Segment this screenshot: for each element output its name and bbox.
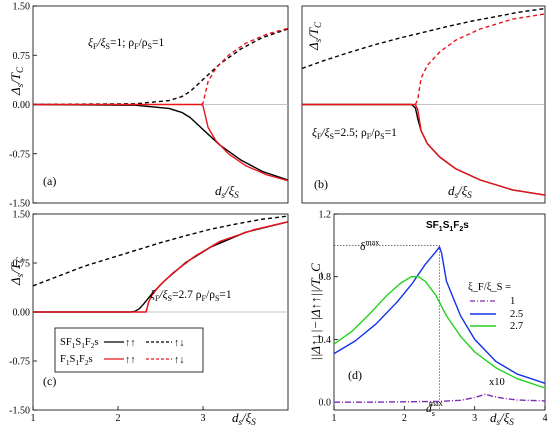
panel-d-ytick-label: 1.2 bbox=[319, 210, 332, 221]
panel-a-plot: 1.50 0.75 0.00 -0.75 -1.50 bbox=[9, 2, 289, 210]
panel-c-xtick-label: 2 bbox=[116, 413, 121, 424]
panel-d-xlabel: ds/ξS bbox=[490, 410, 514, 427]
panel-a-ytick-label: -1.50 bbox=[9, 199, 30, 210]
panel-c-xtick-label: 3 bbox=[201, 413, 206, 424]
panel-c-legend: SF1S1F2s ↑↑ ↑↓ F1S1F2s ↑↑ ↑↓ bbox=[54, 327, 204, 373]
panel-a-series-3 bbox=[200, 27, 289, 106]
panel-c-label: (c) bbox=[43, 374, 56, 388]
panel-b-annotation: ξF/ξS=2.5; ρF/ρS=1 bbox=[312, 126, 397, 141]
panel-d-ytick-label: 0.8 bbox=[319, 272, 332, 283]
panel-c-ylabel: Δs/TC bbox=[8, 256, 25, 286]
legend-red-solid-arrows: ↑↑ bbox=[125, 355, 136, 366]
legend-red-dashed-arrows: ↑↓ bbox=[174, 355, 185, 366]
panel-b-label: (b) bbox=[314, 177, 328, 191]
panel-a-series-0 bbox=[32, 103, 289, 181]
panel-d-xtick-label: 4 bbox=[543, 413, 548, 424]
panel-d-xtick-label: 3 bbox=[472, 413, 477, 424]
panel-c-ytick-label: -0.75 bbox=[9, 357, 30, 368]
svg-text:Δs/TC: Δs/TC bbox=[8, 256, 25, 286]
legend-black-dashed-arrows: ↑↓ bbox=[174, 338, 185, 349]
panel-b-xlabel: ds/ξS bbox=[448, 183, 472, 200]
panel-d-delta-max-label: δmax bbox=[360, 238, 379, 253]
panel-a-ytick-label: 1.50 bbox=[13, 2, 31, 13]
panel-d-xtick-label: 2 bbox=[402, 413, 407, 424]
panel-a-ytick-label: 0.00 bbox=[13, 100, 31, 111]
svg-text:||Δ↑↓|−|Δ↑↑||/T_C: ||Δ↑↓|−|Δ↑↑||/T_C bbox=[308, 263, 323, 361]
panel-a-ytick-label: -0.75 bbox=[9, 149, 30, 160]
panel-c-ytick-label: 0.75 bbox=[13, 259, 31, 270]
panel-a-series-2 bbox=[33, 103, 289, 182]
panel-c-series-2 bbox=[33, 221, 289, 313]
panel-a-series-1 bbox=[32, 28, 289, 106]
panel-a-ylabel: Δs/TC bbox=[8, 66, 25, 96]
legend-black-solid-arrows: ↑↑ bbox=[125, 338, 136, 349]
panel-a-xlabel: ds/ξS bbox=[215, 183, 239, 200]
legend-label-1: 1 bbox=[510, 296, 515, 307]
legend-label-2-5: 2.5 bbox=[510, 309, 523, 320]
panel-a-ytick-label: 0.75 bbox=[13, 51, 31, 62]
panel-b-series-2 bbox=[302, 103, 546, 196]
panel-c-ytick-label: 0.00 bbox=[13, 308, 31, 319]
panel-a-label: (a) bbox=[43, 174, 56, 188]
panel-d-series-1 bbox=[333, 246, 546, 384]
panel-b-ylabel: Δs/TC bbox=[306, 21, 323, 51]
panel-c-xtick-label: 1 bbox=[31, 413, 36, 424]
panel-d-frame bbox=[333, 213, 546, 411]
panel-b-series-3 bbox=[414, 13, 546, 105]
panel-d-legend-title: ξ_F/ξ_S = bbox=[468, 282, 511, 293]
panel-d-legend: ξ_F/ξ_S = 1 2.5 2.7 bbox=[468, 282, 523, 332]
panel-d-ytick-label: 0.4 bbox=[319, 335, 332, 346]
panel-d-ytick-label: 0.0 bbox=[319, 398, 332, 409]
panel-d-ylabel: ||Δ↑↓|−|Δ↑↑||/T_C bbox=[308, 263, 323, 361]
panel-c-xlabel: ds/ξS bbox=[232, 410, 256, 427]
panel-c-series-1 bbox=[32, 215, 289, 287]
panel-d-title: SF1S1F2s bbox=[426, 220, 469, 233]
legend-label-2-7: 2.7 bbox=[510, 321, 523, 332]
svg-text:Δs/TC: Δs/TC bbox=[306, 21, 323, 51]
legend-row-fsfs-label: F1S1F2s bbox=[60, 354, 93, 367]
panel-c-plot: 1.50 0.75 0.00 -0.75 -1.501 2 3 bbox=[9, 210, 289, 424]
panel-b-series-0 bbox=[302, 103, 546, 196]
panel-c-ytick-label: 1.50 bbox=[13, 210, 31, 221]
panel-d-series-2 bbox=[333, 276, 546, 389]
panel-d-x10-label: x10 bbox=[489, 377, 505, 388]
legend-row-sfsfs-label: SF1S1F2s bbox=[60, 337, 98, 350]
panel-c-annotation: ξF/ξS=2.7 ρF/ρS=1 bbox=[150, 288, 232, 303]
panel-c-series-3 bbox=[145, 221, 289, 313]
panel-b-series-1 bbox=[301, 7, 546, 70]
panel-d-plot: 1.20.80.40.01 2 3 4 bbox=[319, 210, 548, 425]
panel-d-label: (d) bbox=[348, 368, 362, 382]
svg-text:Δs/TC: Δs/TC bbox=[8, 66, 25, 96]
panel-d-xtick-label: 1 bbox=[332, 413, 337, 424]
panel-d-ds-max-label: dsmax bbox=[426, 399, 443, 418]
panel-d-series-0 bbox=[334, 393, 546, 403]
panel-b-plot bbox=[301, 7, 546, 196]
panel-a-annotation: ξF/ξS=1; ρF/ρS=1 bbox=[88, 36, 164, 51]
panel-c-ytick-label: -1.50 bbox=[9, 406, 30, 417]
